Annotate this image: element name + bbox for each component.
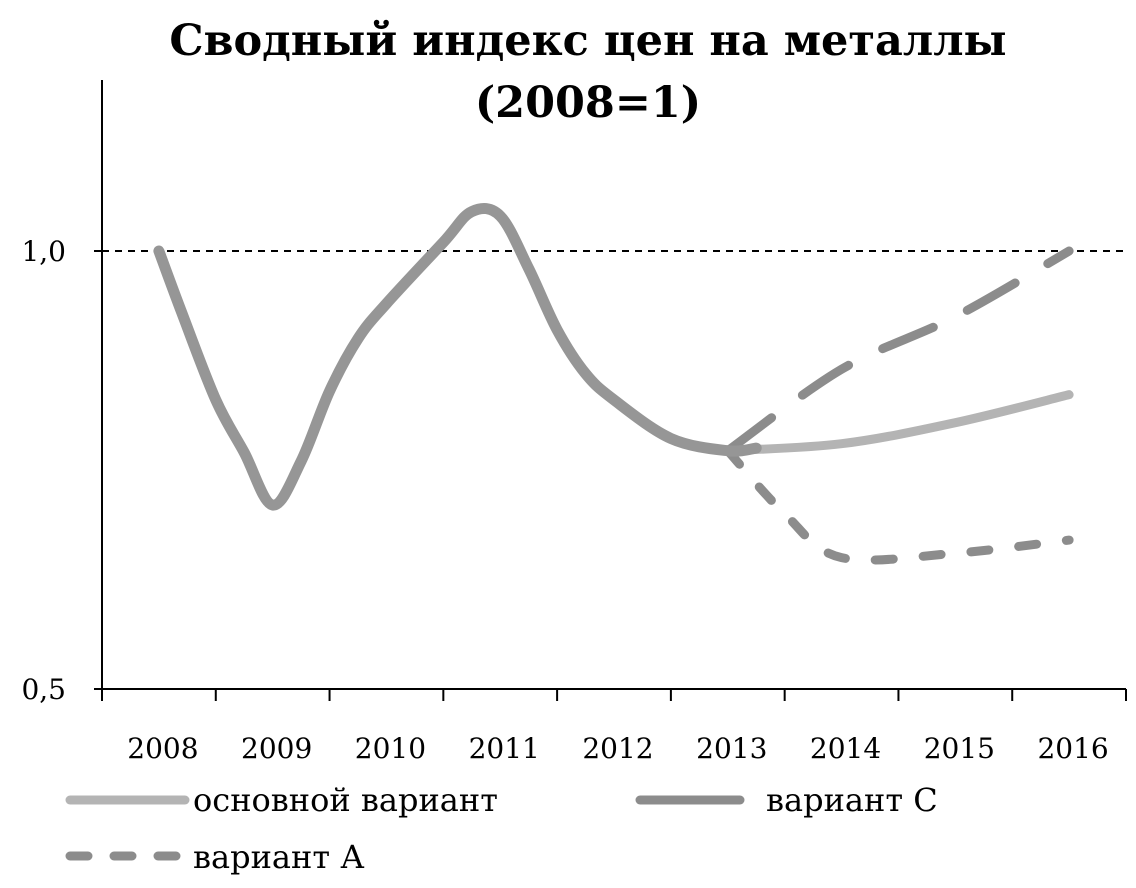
x-axis-labels: 2008 2009 2010 2011 2012 2013 2014 2015 2016 xyxy=(127,732,1108,765)
y-axis-labels: 1,0 0,5 xyxy=(21,235,102,706)
x-tick-label: 2016 xyxy=(1037,732,1108,765)
series-line-3 xyxy=(723,446,1074,565)
x-tick-label: 2014 xyxy=(810,732,881,765)
legend-label: основной вариант xyxy=(193,781,498,819)
legend-label: вариант С xyxy=(766,781,938,819)
history-line xyxy=(153,203,762,511)
x-tick-label: 2009 xyxy=(241,732,312,765)
legend: основной вариант вариант С вариант А xyxy=(65,781,938,876)
chart-subtitle: (2008=1) xyxy=(475,78,701,128)
legend-label: вариант А xyxy=(193,838,364,876)
series-layer xyxy=(153,203,1074,565)
chart-title: Сводный индекс цен на металлы xyxy=(169,16,1006,66)
x-tick-label: 2012 xyxy=(582,732,653,765)
series-line-1 xyxy=(723,390,1074,456)
x-axis-ticks xyxy=(101,689,1127,701)
x-tick-label: 2013 xyxy=(696,732,767,765)
x-tick-label: 2008 xyxy=(127,732,198,765)
y-tick-label: 0,5 xyxy=(21,673,66,706)
x-tick-label: 2010 xyxy=(355,732,426,765)
x-tick-label: 2011 xyxy=(469,732,540,765)
x-tick-label: 2015 xyxy=(924,732,995,765)
y-tick-label: 1,0 xyxy=(21,235,66,268)
series-line-2 xyxy=(723,246,1074,456)
